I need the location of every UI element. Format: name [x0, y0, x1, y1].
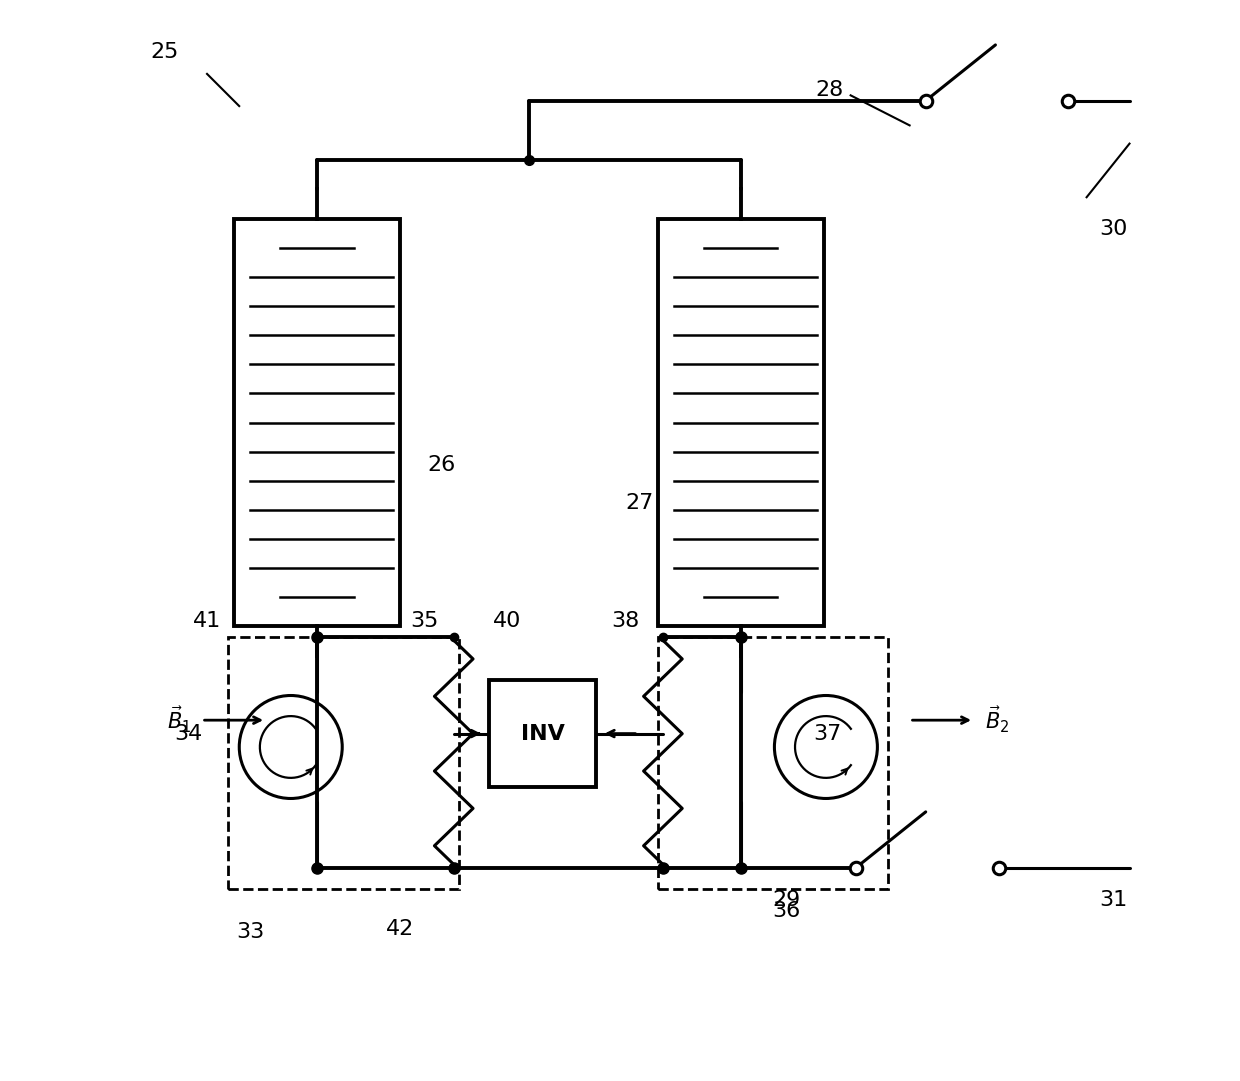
Bar	[234, 218, 401, 626]
Bar	[657, 218, 823, 626]
Text: 30: 30	[1099, 219, 1127, 239]
Text: 40: 40	[494, 611, 522, 631]
Bar	[657, 637, 888, 889]
Text: 38: 38	[611, 611, 640, 631]
Text: $\vec{B}_1$: $\vec{B}_1$	[166, 705, 191, 735]
Text: $\vec{B}_2$: $\vec{B}_2$	[985, 705, 1009, 735]
Text: 27: 27	[625, 493, 653, 513]
Text: 25: 25	[150, 42, 179, 63]
Text: 26: 26	[427, 455, 455, 476]
Text: 42: 42	[386, 919, 414, 938]
Bar	[489, 680, 596, 787]
Text: INV: INV	[521, 723, 564, 744]
Text: 34: 34	[175, 723, 203, 744]
Text: 41: 41	[193, 611, 221, 631]
Text: 36: 36	[773, 900, 800, 921]
Text: 33: 33	[236, 922, 264, 942]
Text: 31: 31	[1100, 890, 1127, 910]
Text: 35: 35	[410, 611, 439, 631]
Text: 37: 37	[813, 723, 841, 744]
Text: 29: 29	[773, 890, 800, 910]
Text: 28: 28	[815, 80, 843, 99]
Bar	[228, 637, 459, 889]
